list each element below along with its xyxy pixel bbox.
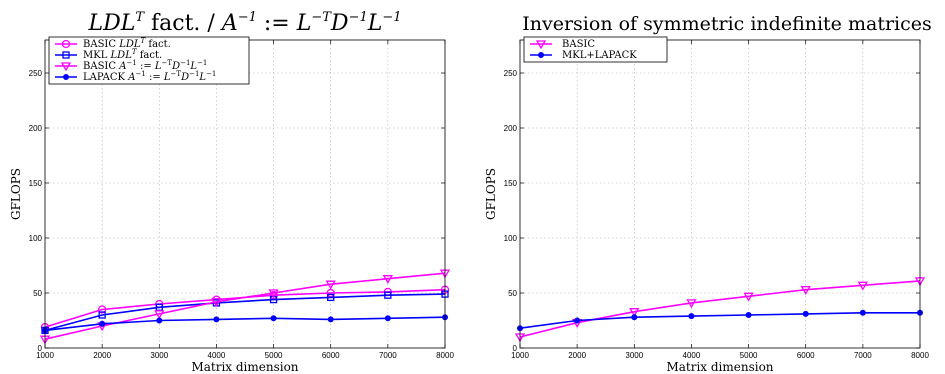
legend-label-mkl-ldlt: MKL LDLT fact.: [83, 48, 162, 61]
x-tick-label: 6000: [797, 351, 815, 360]
chart-right-ylabel: GFLOPS: [484, 168, 498, 220]
legend-label-basic-inv: BASIC A−1 := L−TD−1L−1: [83, 59, 207, 72]
data-point: [325, 280, 336, 290]
legend-marker: [535, 40, 547, 50]
chart-right-legend: BASIC MKL+LAPACK: [523, 36, 668, 63]
chart-right: Inversion of symmetric indefinite matric…: [484, 13, 932, 374]
data-point: [384, 315, 391, 322]
data-point: [269, 291, 278, 300]
x-tick-label: 1000: [36, 351, 54, 360]
x-tick-label: 7000: [854, 351, 872, 360]
y-tick-label: 250: [504, 69, 518, 78]
chart-left-ylabel: GFLOPS: [9, 168, 23, 220]
chart-right-legend-box: [523, 36, 668, 63]
chart-left-legend: BASIC LDLT fact. MKL LDLT fact. BASIC A−…: [48, 36, 250, 85]
x-tick-label: 3000: [625, 351, 643, 360]
chart-left-legend-box: [48, 36, 250, 85]
data-point: [213, 316, 220, 323]
series-line: [519, 311, 920, 329]
data-point: [631, 314, 638, 321]
legend-label-basic-ldlt: BASIC LDLT fact.: [83, 37, 171, 50]
legend-label-mkl-lapack: MKL+LAPACK: [562, 50, 637, 61]
data-point: [327, 293, 335, 302]
x-tick-label: 8000: [911, 351, 929, 360]
legend-marker: [62, 51, 70, 59]
data-point: [154, 310, 165, 320]
x-tick-label: 7000: [379, 351, 397, 360]
data-point: [98, 311, 106, 319]
series-line: [519, 280, 921, 338]
data-point: [382, 275, 393, 285]
x-tick-label: 6000: [322, 351, 340, 360]
chart-left-title: LDLT fact. / A−1 := L−TD−1L−1: [87, 10, 401, 36]
data-point: [97, 305, 107, 314]
y-tick-label: 0: [38, 344, 43, 353]
legend-entry: [530, 52, 552, 59]
series-1: [517, 309, 924, 332]
data-point: [384, 291, 392, 299]
x-tick-label: 1000: [511, 351, 529, 360]
data-point: [802, 310, 809, 317]
data-point: [270, 315, 277, 322]
data-point: [688, 313, 695, 320]
chart-left-xlabel: Matrix dimension: [191, 360, 298, 374]
series-line: [44, 272, 446, 340]
legend-label-basic: BASIC: [562, 39, 595, 50]
x-tick-label: 3000: [150, 351, 168, 360]
y-tick-label: 200: [504, 124, 518, 133]
y-tick-label: 150: [29, 179, 43, 188]
data-point: [859, 309, 866, 316]
chart-left-series: [39, 269, 451, 345]
chart-left: LDLT fact. / A−1 := L−TD−1L−1 1000 2000 30…: [9, 10, 454, 374]
data-point: [268, 289, 279, 299]
legend-entry: [55, 62, 77, 72]
data-point: [574, 317, 581, 324]
y-tick-label: 100: [29, 234, 43, 243]
chart-right-ticks: 1000 2000 3000 4000 5000 6000 7000 8000 0 50 100 15…: [504, 40, 929, 360]
x-tick-label: 2000: [93, 351, 111, 360]
data-point: [629, 308, 640, 318]
x-tick-label: 5000: [740, 351, 758, 360]
legend-entry: [55, 74, 77, 81]
legend-entry: [55, 39, 77, 49]
x-tick-label: 8000: [436, 351, 454, 360]
chart-right-xlabel: Matrix dimension: [666, 360, 773, 374]
y-tick-label: 50: [33, 289, 42, 298]
x-tick-label: 4000: [208, 351, 226, 360]
chart-right-frame: [519, 39, 921, 349]
chart-right-grid: [520, 40, 920, 348]
chart-right-series: [514, 277, 926, 343]
data-point: [211, 298, 222, 308]
legend-marker: [60, 62, 72, 72]
legend-entry: [530, 40, 552, 50]
x-tick-label: 5000: [265, 351, 283, 360]
legend-label-lapack-inv: LAPACK A−1 := L−TD−1L−1: [83, 70, 216, 83]
y-tick-label: 150: [504, 179, 518, 188]
legend-marker: [63, 74, 70, 81]
x-tick-label: 4000: [683, 351, 701, 360]
data-point: [327, 316, 334, 323]
data-point: [686, 299, 697, 309]
legend-marker: [538, 52, 545, 59]
data-point: [156, 317, 163, 324]
data-point: [800, 286, 811, 296]
series-line: [44, 316, 446, 332]
y-tick-label: 200: [29, 124, 43, 133]
y-tick-label: 50: [508, 289, 517, 298]
chart-right-title: Inversion of symmetric indefinite matric…: [522, 13, 932, 35]
data-point: [743, 292, 754, 302]
data-point: [857, 281, 868, 291]
x-tick-label: 2000: [568, 351, 586, 360]
data-point: [745, 311, 752, 318]
y-tick-label: 250: [29, 69, 43, 78]
data-point: [99, 320, 106, 327]
y-tick-label: 100: [504, 234, 518, 243]
legend-entry: [55, 51, 77, 59]
y-tick-label: 0: [513, 344, 518, 353]
series-line: [44, 293, 446, 332]
legend-marker: [61, 39, 71, 49]
